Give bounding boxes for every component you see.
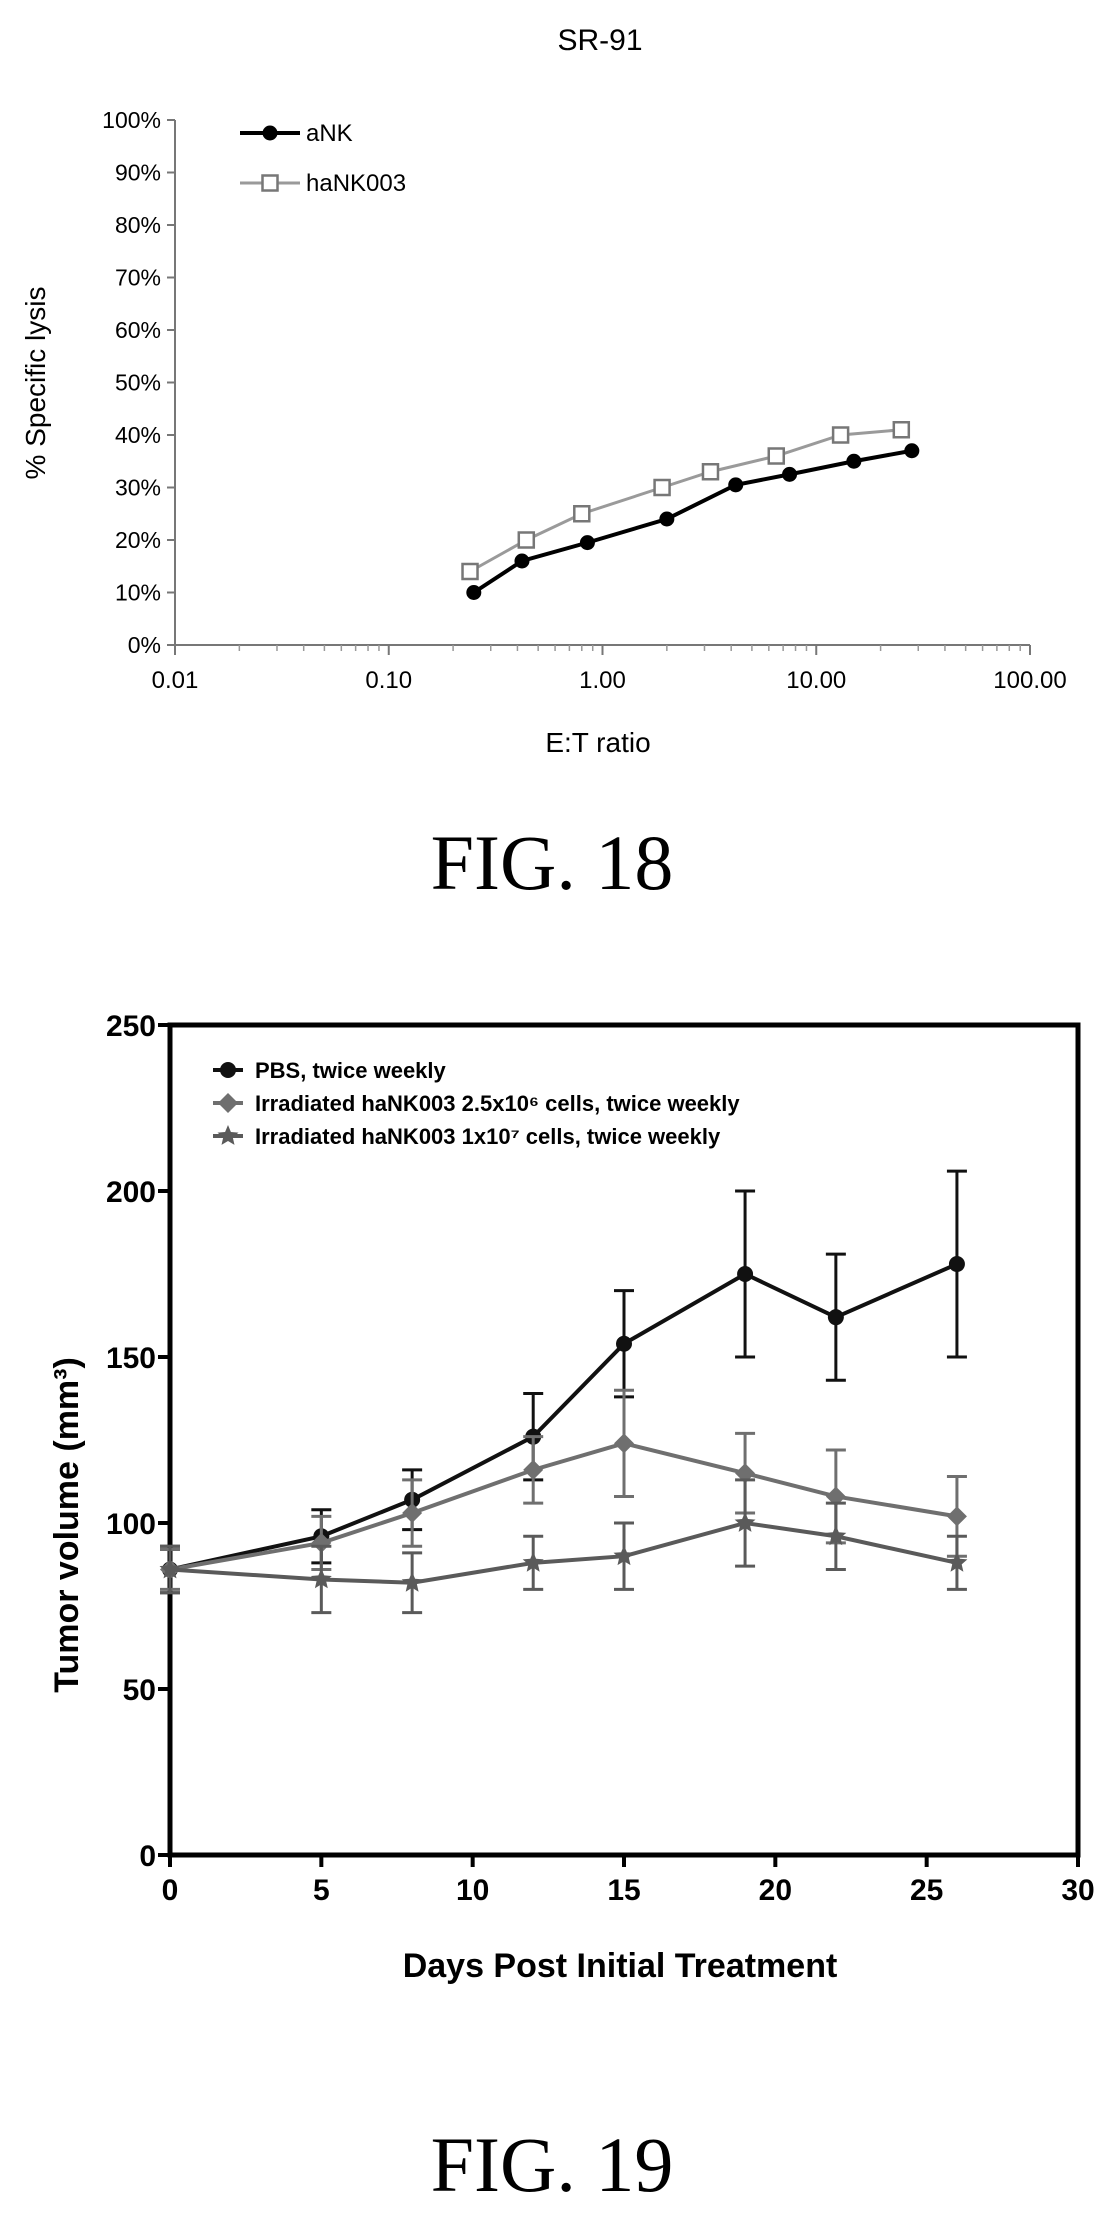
fig19-point: [310, 1568, 332, 1589]
fig18-y-tick-label: 40%: [115, 422, 161, 448]
fig19-series-line: [169, 1441, 958, 1572]
fig18-legend-label: aNK: [306, 120, 353, 147]
fig19-point: [946, 1506, 967, 1527]
fig19-x-tick-label: 15: [607, 1874, 640, 1907]
fig18-point-haNK003: [892, 421, 911, 439]
fig18-x-tick-label: 10.00: [786, 667, 846, 694]
fig19-legend-marker: [218, 1093, 238, 1113]
fig18-y-tick-label: 0%: [128, 632, 161, 658]
fig19-point: [735, 1463, 756, 1484]
fig18-x-tick-label: 100.00: [993, 667, 1066, 694]
fig18-x-tick-label: 0.10: [365, 667, 412, 694]
fig19-legend-marker: [217, 1125, 239, 1145]
fig19-point: [948, 1256, 965, 1273]
fig18-point-aNK: [514, 553, 530, 569]
fig18-legend-label: haNK003: [306, 170, 406, 197]
fig18-point-aNK: [846, 453, 862, 469]
fig18-point-aNK: [728, 477, 744, 493]
fig19-point: [737, 1266, 754, 1282]
fig19-y-tick-label: 250: [106, 1010, 156, 1043]
fig18-legend-marker: [261, 174, 279, 192]
fig19-legend-marker: [220, 1062, 236, 1078]
fig18-y-tick-label: 80%: [115, 212, 161, 238]
fig18-y-tick-label: 100%: [102, 107, 161, 133]
fig19-point: [825, 1525, 847, 1546]
fig19-y-tick-label: 100: [106, 1508, 156, 1541]
fig18-y-tick-label: 50%: [115, 370, 161, 396]
fig19-series-line: [169, 1262, 958, 1572]
fig19-legend-label: PBS, twice weekly: [255, 1058, 447, 1083]
fig19-point: [522, 1551, 544, 1572]
fig19-point: [402, 1503, 423, 1524]
fig19-y-tick-label: 50: [123, 1674, 156, 1707]
fig18-point-haNK003: [767, 447, 786, 465]
fig19-point: [311, 1532, 332, 1553]
fig19-point: [614, 1433, 634, 1454]
fig19-x-tick-label: 25: [910, 1874, 943, 1907]
fig19-point: [827, 1309, 844, 1326]
fig19-ylabel: Tumor volume (mm³): [48, 1357, 86, 1693]
fig19-chart: 0 50 100 150 200 250 0 5 10 15 20 25 30 PBS, twice w…: [48, 1010, 1095, 1985]
fig19-point: [616, 1335, 632, 1352]
fig19-label: FIG. 19: [430, 2121, 674, 2208]
fig18-y-tick-label: 30%: [115, 475, 161, 501]
fig19-x-tick-label: 5: [313, 1874, 330, 1907]
fig19-legend-label: Irradiated haNK003 1x10⁷ cells, twice we…: [255, 1124, 721, 1149]
fig19-x-tick-label: 10: [456, 1874, 489, 1907]
fig19-y-tick-label: 150: [106, 1342, 156, 1375]
fig18-point-haNK003: [517, 531, 536, 549]
fig19-series-line: [169, 1520, 958, 1585]
fig19-x-tick-label: 30: [1061, 1874, 1094, 1907]
fig19-point: [613, 1545, 635, 1566]
fig18-y-tick-label: 10%: [115, 580, 161, 606]
fig19-xlabel: Days Post Initial Treatment: [403, 1947, 838, 1985]
fig19-legend-label: Irradiated haNK003 2.5x10⁶ cells, twice …: [255, 1091, 740, 1116]
fig18-y-tick-label: 20%: [115, 527, 161, 553]
fig19-point: [401, 1571, 423, 1592]
fig19-point: [523, 1459, 544, 1480]
fig18-label: FIG. 18: [430, 819, 674, 906]
fig19-x-tick-label: 20: [759, 1874, 792, 1907]
fig19-y-tick-label: 200: [106, 1176, 156, 1209]
fig18-point-haNK003: [701, 463, 720, 481]
fig18-point-aNK: [659, 511, 675, 527]
fig18-xlabel: E:T ratio: [545, 727, 650, 758]
fig18-point-haNK003: [573, 505, 591, 523]
fig18-series-line-haNK003: [469, 428, 902, 573]
fig18-legend-marker: [262, 125, 278, 141]
fig18-chart: SR-91 0% 10% 20% 30% 40% 50% 60% 70% 80% 90% 100% 0…: [20, 24, 1067, 758]
fig18-y-tick-label: 70%: [115, 265, 161, 291]
fig19-x-tick-label: 0: [162, 1874, 179, 1907]
fig18-ylabel: % Specific lysis: [20, 287, 51, 480]
fig19-y-tick-label: 0: [139, 1840, 156, 1873]
fig18-point-haNK003: [653, 478, 671, 497]
fig18-y-tick-label: 60%: [115, 317, 161, 343]
fig18-x-tick-label: 1.00: [579, 667, 626, 694]
fig18-point-aNK: [904, 443, 920, 459]
fig19-point: [946, 1551, 968, 1572]
fig19-point: [825, 1486, 846, 1507]
fig18-series-line-aNK: [472, 448, 913, 595]
fig18-y-tick-label: 90%: [115, 160, 161, 186]
fig18-point-aNK: [782, 466, 798, 482]
fig18-point-aNK: [579, 535, 595, 551]
fig18-point-haNK003: [461, 562, 479, 581]
fig19-point: [734, 1512, 756, 1532]
fig18-title: SR-91: [557, 24, 642, 57]
fig18-point-haNK003: [831, 426, 850, 444]
fig18-x-tick-label: 0.01: [152, 667, 199, 694]
fig19-point: [159, 1558, 181, 1579]
fig18-point-aNK: [466, 585, 482, 600]
